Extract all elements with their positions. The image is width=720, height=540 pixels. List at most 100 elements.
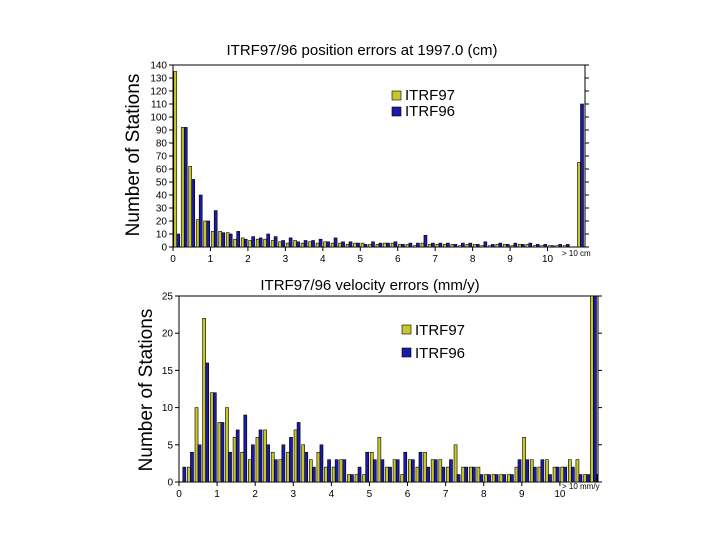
bar-itrf96: [418, 451, 423, 483]
bar-itrf97: [300, 242, 305, 248]
bar-itrf96: [393, 241, 398, 248]
bar-itrf97: [552, 466, 557, 483]
bar-itrf97: [499, 474, 504, 483]
bar-itrf97: [308, 459, 313, 483]
bar-itrf97: [240, 451, 245, 483]
bar-itrf97: [537, 466, 542, 483]
x-tick-label: 9: [519, 489, 525, 500]
x-tick-label: 1: [214, 489, 220, 500]
legend-label-itrf97: ITRF97: [415, 322, 465, 339]
bar-itrf97: [533, 245, 537, 248]
bar-itrf96: [266, 233, 270, 248]
y-tick-label: 20: [156, 217, 168, 228]
bar-itrf96: [212, 392, 217, 483]
bar-itrf96: [528, 242, 533, 248]
bar-itrf97: [338, 242, 342, 248]
bar-itrf97: [345, 244, 350, 248]
bar-itrf97: [423, 451, 427, 483]
bar-itrf96: [423, 235, 428, 248]
bar-itrf97: [195, 219, 200, 248]
bar-itrf96: [350, 474, 354, 483]
bar-itrf97: [218, 231, 222, 248]
bar-itrf97: [529, 459, 534, 483]
chart-title: ITRF97/96 velocity errors (mm/y): [260, 277, 479, 294]
bar-itrf96: [491, 244, 495, 248]
bar-itrf97: [301, 444, 305, 483]
bar-itrf97: [188, 166, 193, 248]
bar-itrf97: [385, 466, 389, 483]
bar-itrf97: [255, 437, 260, 483]
bar-itrf97: [545, 459, 549, 483]
y-tick-label: 70: [156, 152, 168, 163]
bar-itrf97: [438, 459, 443, 483]
bar-itrf97: [316, 451, 321, 483]
bar-itrf97: [202, 318, 206, 483]
bar-itrf97: [507, 474, 511, 483]
position-errors-chart: ITRF97/96 position errors at 1997.0 (cm)…: [123, 42, 591, 265]
y-tick-label: 130: [150, 74, 167, 85]
x-tick-label: 3: [283, 254, 289, 265]
overflow-bar-itrf97: [577, 162, 581, 248]
bar-itrf97: [308, 241, 312, 248]
bar-itrf97: [293, 240, 297, 248]
bar-itrf97: [354, 474, 359, 483]
bar-itrf96: [371, 241, 375, 248]
chart-title: ITRF97/96 position errors at 1997.0 (cm): [227, 42, 498, 59]
bar-itrf97: [323, 241, 327, 248]
bar-itrf96: [517, 459, 522, 483]
bar-itrf96: [510, 474, 514, 483]
bar-itrf96: [356, 242, 360, 248]
bar-itrf96: [563, 466, 568, 483]
bar-itrf96: [521, 244, 525, 248]
y-tick-label: 80: [156, 139, 168, 150]
bar-itrf96: [342, 459, 347, 483]
legend-swatch-itrf97: [391, 90, 402, 101]
y-tick-label: 0: [161, 243, 167, 254]
y-tick-label: 40: [156, 191, 168, 202]
bar-itrf97: [210, 231, 215, 248]
bar-itrf97: [473, 244, 477, 248]
bar-itrf96: [205, 362, 210, 483]
bar-itrf96: [296, 241, 300, 248]
bar-itrf97: [339, 459, 344, 483]
bar-itrf96: [304, 451, 309, 483]
bar-itrf97: [209, 392, 214, 483]
bar-itrf97: [173, 71, 178, 248]
bar-itrf96: [479, 474, 484, 483]
x-tick-label: 0: [170, 254, 176, 265]
bar-itrf96: [411, 459, 415, 483]
bar-itrf97: [491, 474, 496, 483]
x-tick-label: 10: [542, 254, 554, 265]
bar-itrf96: [378, 242, 383, 248]
bar-itrf97: [225, 232, 230, 248]
overflow-bar-itrf96: [593, 295, 597, 483]
bar-itrf96: [502, 474, 507, 483]
bar-itrf96: [513, 242, 518, 248]
bar-itrf96: [471, 466, 476, 483]
plot-frame: [172, 64, 586, 248]
bar-itrf97: [408, 459, 412, 483]
overflow-label: > 10 mm/y: [562, 482, 600, 491]
x-tick-label: 6: [405, 489, 411, 500]
bar-itrf96: [449, 459, 453, 483]
bar-itrf97: [488, 245, 492, 248]
bar-itrf97: [443, 244, 447, 248]
bar-itrf97: [217, 422, 222, 483]
legend-label-itrf96: ITRF96: [405, 103, 455, 120]
legend-swatch-itrf97: [401, 324, 412, 335]
bar-itrf96: [550, 245, 555, 248]
bar-itrf97: [567, 459, 572, 483]
legend: ITRF97 ITRF96: [391, 87, 455, 120]
bar-itrf97: [555, 245, 560, 248]
bar-itrf97: [405, 244, 410, 248]
bar-itrf96: [251, 444, 255, 483]
bar-itrf96: [273, 459, 278, 483]
bar-itrf97: [315, 242, 320, 248]
bar-itrf96: [431, 242, 435, 248]
bar-itrf97: [525, 244, 530, 248]
bar-itrf97: [263, 238, 267, 248]
bar-itrf96: [487, 474, 491, 483]
bar-itrf96: [281, 444, 286, 483]
bar-itrf96: [243, 414, 248, 483]
